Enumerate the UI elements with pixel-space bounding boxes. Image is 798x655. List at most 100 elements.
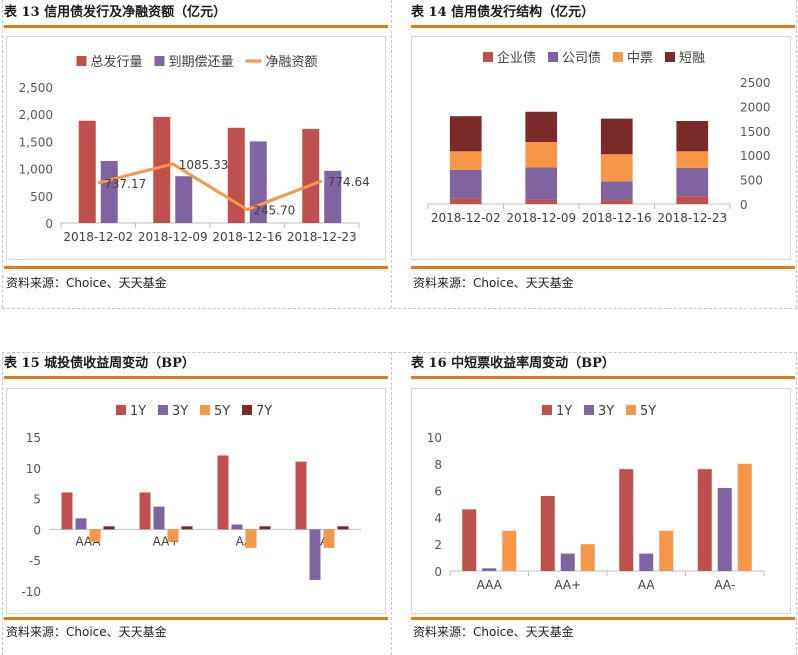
- source-divider: [411, 266, 795, 269]
- legend-swatch: [158, 405, 168, 415]
- bar: [697, 469, 712, 571]
- legend-label: 7Y: [256, 404, 272, 419]
- x-tick-label: AA: [638, 578, 656, 592]
- frame-divider: [2, 0, 3, 308]
- source-note: 资料来源：Choice、天天基金: [413, 625, 574, 639]
- chart-14-svg: 0 500 1000 1500 2000 2500 2018-12-02 2018-12-09…: [427, 50, 771, 225]
- frame-divider: [391, 0, 392, 308]
- legend-swatch: [242, 405, 252, 415]
- title-underline: [4, 25, 388, 28]
- y-tick-label: 0: [45, 217, 53, 231]
- bar-segment: [449, 151, 482, 170]
- y-tick-label: -5: [29, 554, 41, 568]
- bar: [89, 529, 101, 542]
- bar-segment: [676, 167, 709, 197]
- source-divider: [4, 266, 388, 269]
- bar: [717, 487, 732, 571]
- bar: [100, 160, 118, 223]
- title-underline: [411, 376, 795, 379]
- bar: [175, 176, 193, 223]
- series-line: [97, 162, 323, 212]
- panel-title: 表 13 信用债发行及净融资额（亿元）: [4, 5, 227, 20]
- bar-segment: [449, 169, 482, 199]
- bar: [217, 455, 229, 530]
- panel-title: 表 16 中短票收益率周变动（BP）: [411, 356, 615, 371]
- bar: [227, 127, 245, 223]
- legend-label: 3Y: [598, 404, 614, 419]
- y-tick-label: 8: [434, 458, 442, 472]
- legend-label: 企业债: [497, 50, 536, 66]
- x-tick-label: 2018-12-02: [63, 230, 133, 244]
- source-divider: [411, 617, 795, 620]
- chart-13: 0 500 1,000 1,500 2,000 2,500 2018-12-02 2018-1…: [6, 36, 386, 260]
- bar: [153, 506, 165, 530]
- bar-segment: [525, 142, 558, 168]
- y-tick-label: 10: [26, 462, 41, 476]
- y-tick-label: 5: [33, 493, 41, 507]
- frame-divider: [2, 308, 797, 309]
- legend-swatch: [200, 405, 210, 415]
- source-note: 资料来源：Choice、天天基金: [6, 276, 167, 290]
- bar: [245, 529, 257, 548]
- frame-divider: [796, 0, 797, 308]
- chart-16: 0 2 4 6 8 10 AAA AA+ AA AA- 1Y 3Y 5Y: [411, 388, 791, 614]
- bar: [462, 509, 477, 571]
- bar: [61, 492, 73, 530]
- bar: [540, 495, 555, 571]
- y-tick-label: 500: [30, 190, 53, 204]
- bar: [231, 524, 243, 530]
- frame-divider: [391, 352, 392, 655]
- title-underline: [411, 25, 795, 28]
- bar: [580, 544, 595, 571]
- legend-swatch: [548, 52, 558, 62]
- bar: [309, 529, 321, 580]
- y-tick-label: 4: [434, 511, 442, 525]
- y-tick-label: 0: [33, 523, 41, 537]
- bar: [139, 492, 151, 530]
- legend-label: 5Y: [214, 404, 230, 419]
- legend-swatch: [154, 56, 165, 66]
- panel-13: 表 13 信用债发行及净融资额（亿元） 0 500 1,000 1,500 2,000 2…: [4, 2, 388, 308]
- data-label: 245.70: [253, 204, 295, 218]
- panel-15: 表 15 城投债收益周变动（BP） -10 -5 0 5 10 15 AAA AA+ AA AA-…: [4, 353, 388, 655]
- y-tick-label: 2: [434, 538, 442, 552]
- legend-label: 5Y: [640, 404, 656, 419]
- bar: [324, 170, 342, 223]
- bar: [181, 526, 193, 530]
- bar-segment: [676, 151, 709, 168]
- bar: [482, 568, 497, 571]
- legend-swatch: [483, 52, 493, 62]
- y-tick-label: 2000: [740, 100, 771, 114]
- chart-14: 0 500 1000 1500 2000 2500 2018-12-02 2018-12-09…: [411, 36, 791, 260]
- bar-segment: [600, 200, 633, 204]
- chart-13-svg: 0 500 1,000 1,500 2,000 2,500 2018-12-02 2018-1…: [19, 54, 370, 244]
- legend-swatch: [76, 56, 87, 66]
- data-label: 774.64: [328, 175, 370, 189]
- panel-title: 表 15 城投债收益周变动（BP）: [4, 356, 195, 371]
- legend-label: 净融资额: [266, 55, 318, 70]
- source-note: 资料来源：Choice、天天基金: [6, 625, 167, 639]
- bar-segment: [676, 121, 709, 152]
- frame-divider: [2, 352, 797, 353]
- legend-label: 中票: [627, 51, 653, 66]
- bar-segment: [525, 199, 558, 204]
- y-tick-label: 1,000: [19, 163, 53, 177]
- title-underline: [4, 376, 388, 379]
- legend-swatch: [584, 405, 594, 415]
- x-tick-label: 2018-12-23: [657, 211, 727, 225]
- bar-segment: [449, 116, 482, 152]
- y-tick-label: 2500: [740, 76, 771, 90]
- bar-segment: [449, 198, 482, 204]
- y-tick-label: 6: [434, 485, 442, 499]
- legend-label: 总发行量: [91, 54, 143, 70]
- legend-label: 1Y: [556, 404, 572, 419]
- y-tick-label: 15: [26, 431, 41, 445]
- bar: [323, 529, 335, 548]
- bar: [103, 526, 115, 530]
- source-divider: [4, 617, 388, 620]
- chart-16-svg: 0 2 4 6 8 10 AAA AA+ AA AA- 1Y 3Y 5Y: [427, 404, 765, 592]
- y-tick-label: 2,000: [19, 108, 53, 122]
- y-tick-label: 1000: [740, 149, 771, 163]
- x-tick-label: 2018-12-16: [582, 211, 652, 225]
- y-tick-label: 0: [740, 198, 748, 212]
